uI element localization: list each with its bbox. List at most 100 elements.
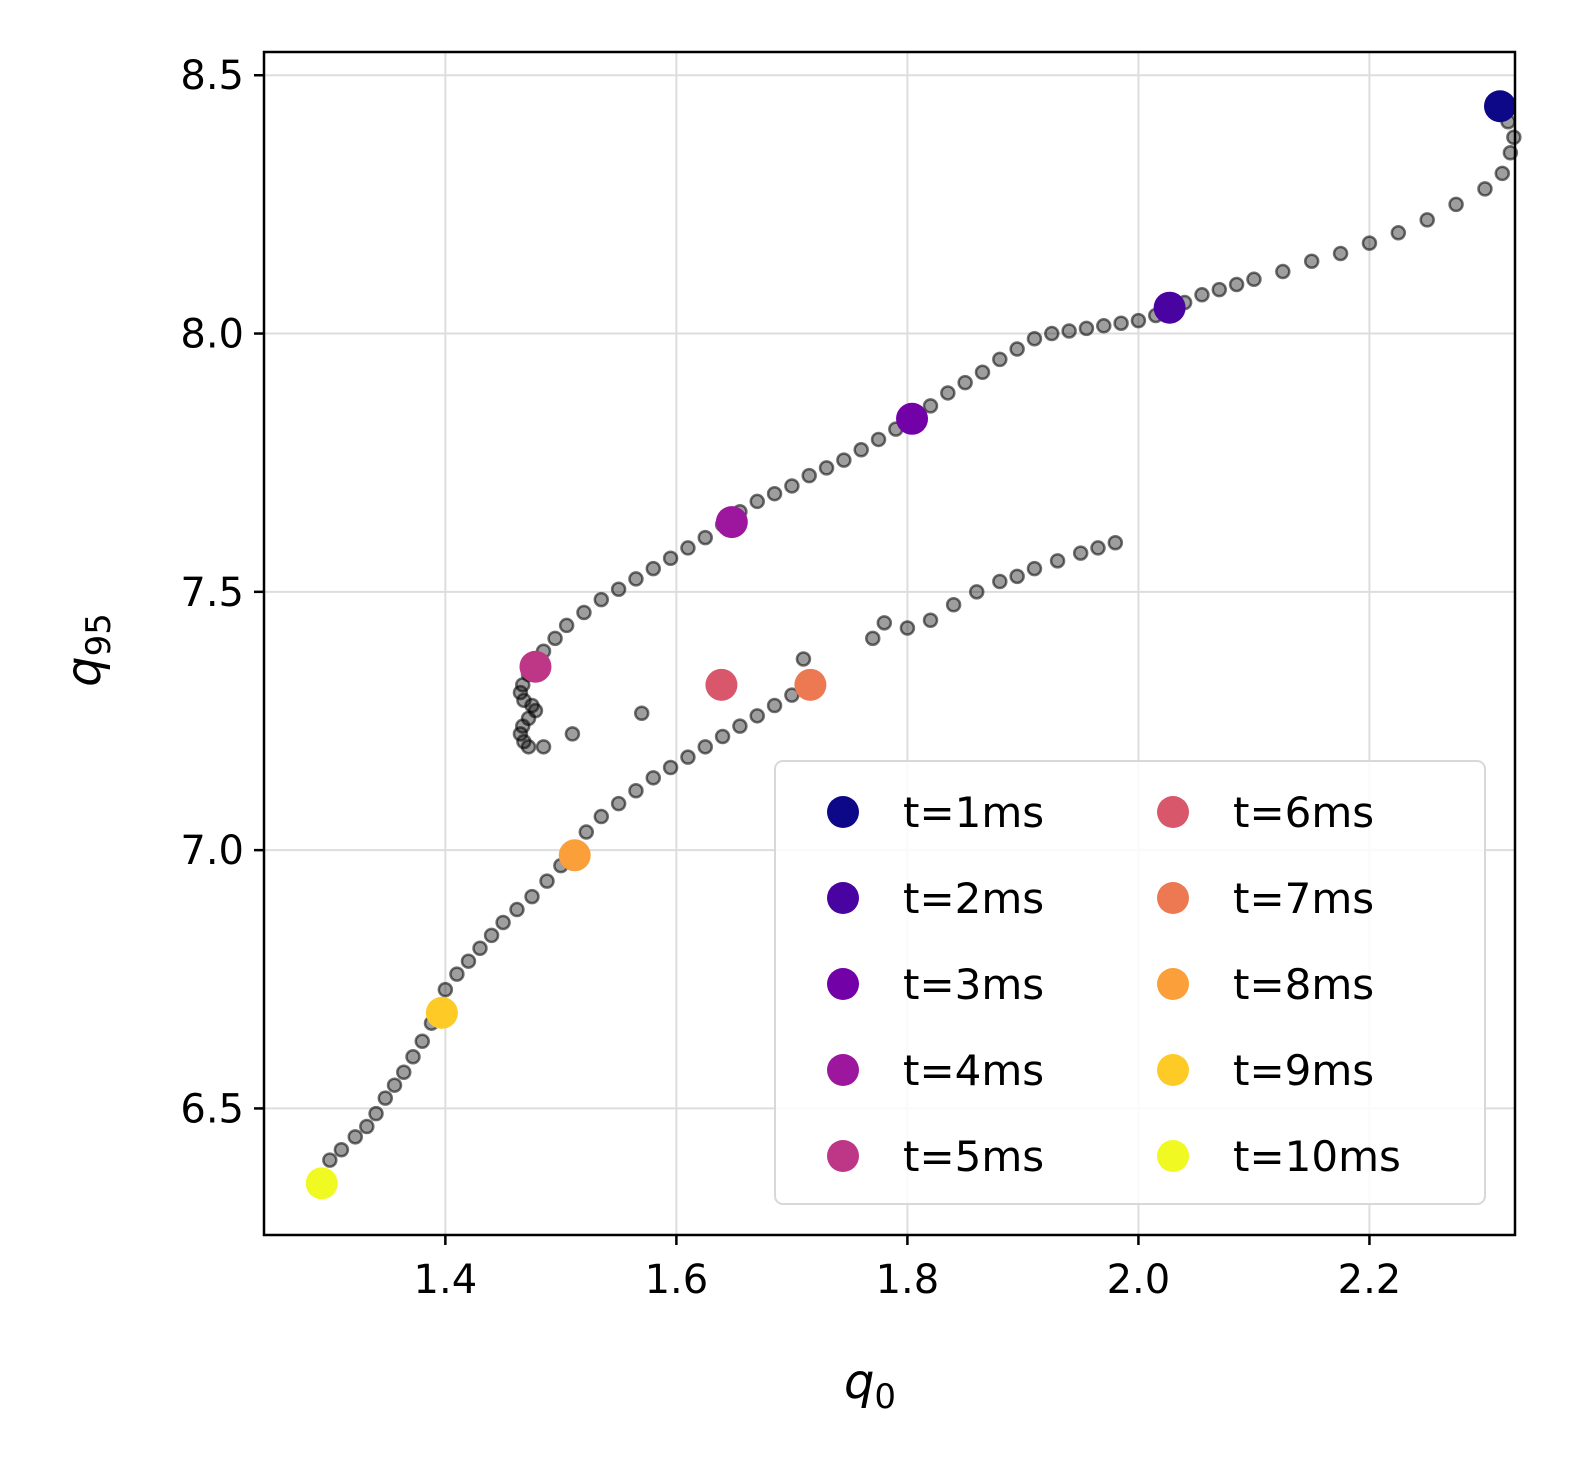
- trajectory-point: [1009, 568, 1025, 585]
- legend-entry: t=9ms: [1157, 1046, 1374, 1095]
- y-tick-label: 8.0: [180, 312, 244, 358]
- trajectory-point: [633, 705, 650, 721]
- trajectory-point: [680, 749, 696, 765]
- x-tick-label: 1.8: [876, 1257, 940, 1303]
- trajectory-point: [1078, 320, 1095, 337]
- series-point-t-9ms: [425, 996, 458, 1029]
- trajectory-point: [749, 493, 765, 510]
- trajectory-point: [539, 873, 555, 889]
- trajectory-point: [1390, 225, 1407, 241]
- trajectory-point: [628, 782, 644, 799]
- trajectory-point: [483, 927, 500, 944]
- trajectory-point: [899, 620, 916, 636]
- plot-frame: [262, 50, 1517, 1237]
- series-point-t-7ms: [794, 668, 827, 701]
- legend-entry: t=10ms: [1157, 1132, 1401, 1181]
- trajectory-point: [1332, 245, 1349, 262]
- trajectory-point: [732, 718, 748, 734]
- legend-marker: [827, 1140, 859, 1172]
- trajectory-point: [992, 351, 1008, 368]
- trajectory-point: [1228, 276, 1245, 293]
- trajectory-point: [784, 478, 800, 494]
- trajectory-point: [645, 560, 662, 577]
- trajectory-point: [396, 1064, 412, 1081]
- legend-entry: t=8ms: [1157, 960, 1374, 1009]
- trajectory-point: [1303, 253, 1320, 269]
- y-axis-title: q95: [56, 613, 119, 687]
- trajectory-point: [1275, 263, 1291, 280]
- trajectory-point: [460, 953, 477, 969]
- trajectory-point: [957, 374, 973, 391]
- legend-marker: [1157, 1054, 1189, 1086]
- legend-label: t=5ms: [903, 1132, 1044, 1181]
- legend-label: t=2ms: [903, 874, 1044, 923]
- trajectory-point: [524, 888, 540, 905]
- trajectory-point: [368, 1105, 384, 1122]
- legend-entry: t=5ms: [827, 1132, 1044, 1181]
- y-tick-label: 8.5: [180, 53, 244, 99]
- x-tick-label: 2.2: [1338, 1257, 1402, 1303]
- trajectory-point: [922, 398, 939, 414]
- trajectory-point: [645, 770, 662, 786]
- trajectory-point: [472, 940, 488, 957]
- legend-marker: [1157, 1140, 1189, 1172]
- trajectory-point: [535, 739, 552, 755]
- legend-marker: [1157, 796, 1189, 828]
- trajectory-point: [1361, 235, 1378, 251]
- trajectory-point: [662, 550, 679, 567]
- legend-label: t=4ms: [903, 1046, 1044, 1095]
- legend-label: t=8ms: [1233, 960, 1374, 1009]
- trajectory-point: [1026, 330, 1043, 347]
- trajectory-point: [680, 540, 696, 556]
- legend-marker: [827, 796, 859, 828]
- x-tick-label: 2.0: [1107, 1257, 1171, 1303]
- trajectory-point: [509, 901, 525, 918]
- legend-entry: t=3ms: [827, 960, 1044, 1009]
- trajectory-point: [1090, 540, 1106, 556]
- trajectory-point: [1130, 312, 1147, 329]
- trajectory-point: [1448, 196, 1464, 213]
- trajectory-point: [945, 597, 962, 613]
- legend-label: t=9ms: [1233, 1046, 1374, 1095]
- trajectory-point: [1026, 560, 1043, 577]
- trajectory-point: [714, 728, 731, 745]
- trajectory-point: [922, 612, 939, 629]
- series-point-t-8ms: [558, 839, 591, 872]
- legend-marker: [1157, 882, 1189, 914]
- trajectory-point: [865, 630, 881, 647]
- trajectory-point: [593, 591, 610, 608]
- trajectory-point: [1211, 281, 1228, 298]
- trajectory-point: [347, 1129, 364, 1145]
- trajectory-point: [377, 1090, 394, 1106]
- trajectory-point: [414, 1033, 431, 1050]
- legend-entry: t=1ms: [827, 788, 1044, 837]
- legend-label: t=3ms: [903, 960, 1044, 1009]
- trajectory-point: [1107, 535, 1124, 551]
- trajectory-point: [610, 581, 627, 598]
- legend-label: t=1ms: [903, 788, 1044, 837]
- legend-entry: t=2ms: [827, 874, 1044, 923]
- trajectory-point: [697, 739, 714, 755]
- legend-entry: t=7ms: [1157, 874, 1374, 923]
- trajectory-point: [1096, 318, 1112, 334]
- trajectory-point: [836, 452, 852, 468]
- trajectory-point: [749, 708, 765, 724]
- trajectory-point: [437, 981, 454, 998]
- trajectory-point: [578, 824, 595, 840]
- trajectory-point: [662, 759, 679, 776]
- y-tick-label: 7.5: [180, 570, 244, 616]
- trajectory-point: [576, 604, 592, 621]
- x-tick-label: 1.6: [645, 1257, 709, 1303]
- y-tick-label: 7.0: [180, 828, 244, 874]
- series-point-t-10ms: [305, 1167, 338, 1200]
- trajectory-point: [870, 431, 887, 448]
- legend: t=1ms t=2ms t=3ms t=4ms t=5ms t=6ms t=7ms t=8ms…: [774, 760, 1486, 1205]
- trajectory-point: [495, 914, 511, 931]
- legend-marker: [827, 968, 859, 1000]
- legend-marker: [827, 882, 859, 914]
- trajectory-point: [1502, 144, 1519, 161]
- trajectory-point: [968, 584, 985, 600]
- legend-label: t=10ms: [1233, 1132, 1401, 1181]
- trajectory-point: [1049, 553, 1066, 569]
